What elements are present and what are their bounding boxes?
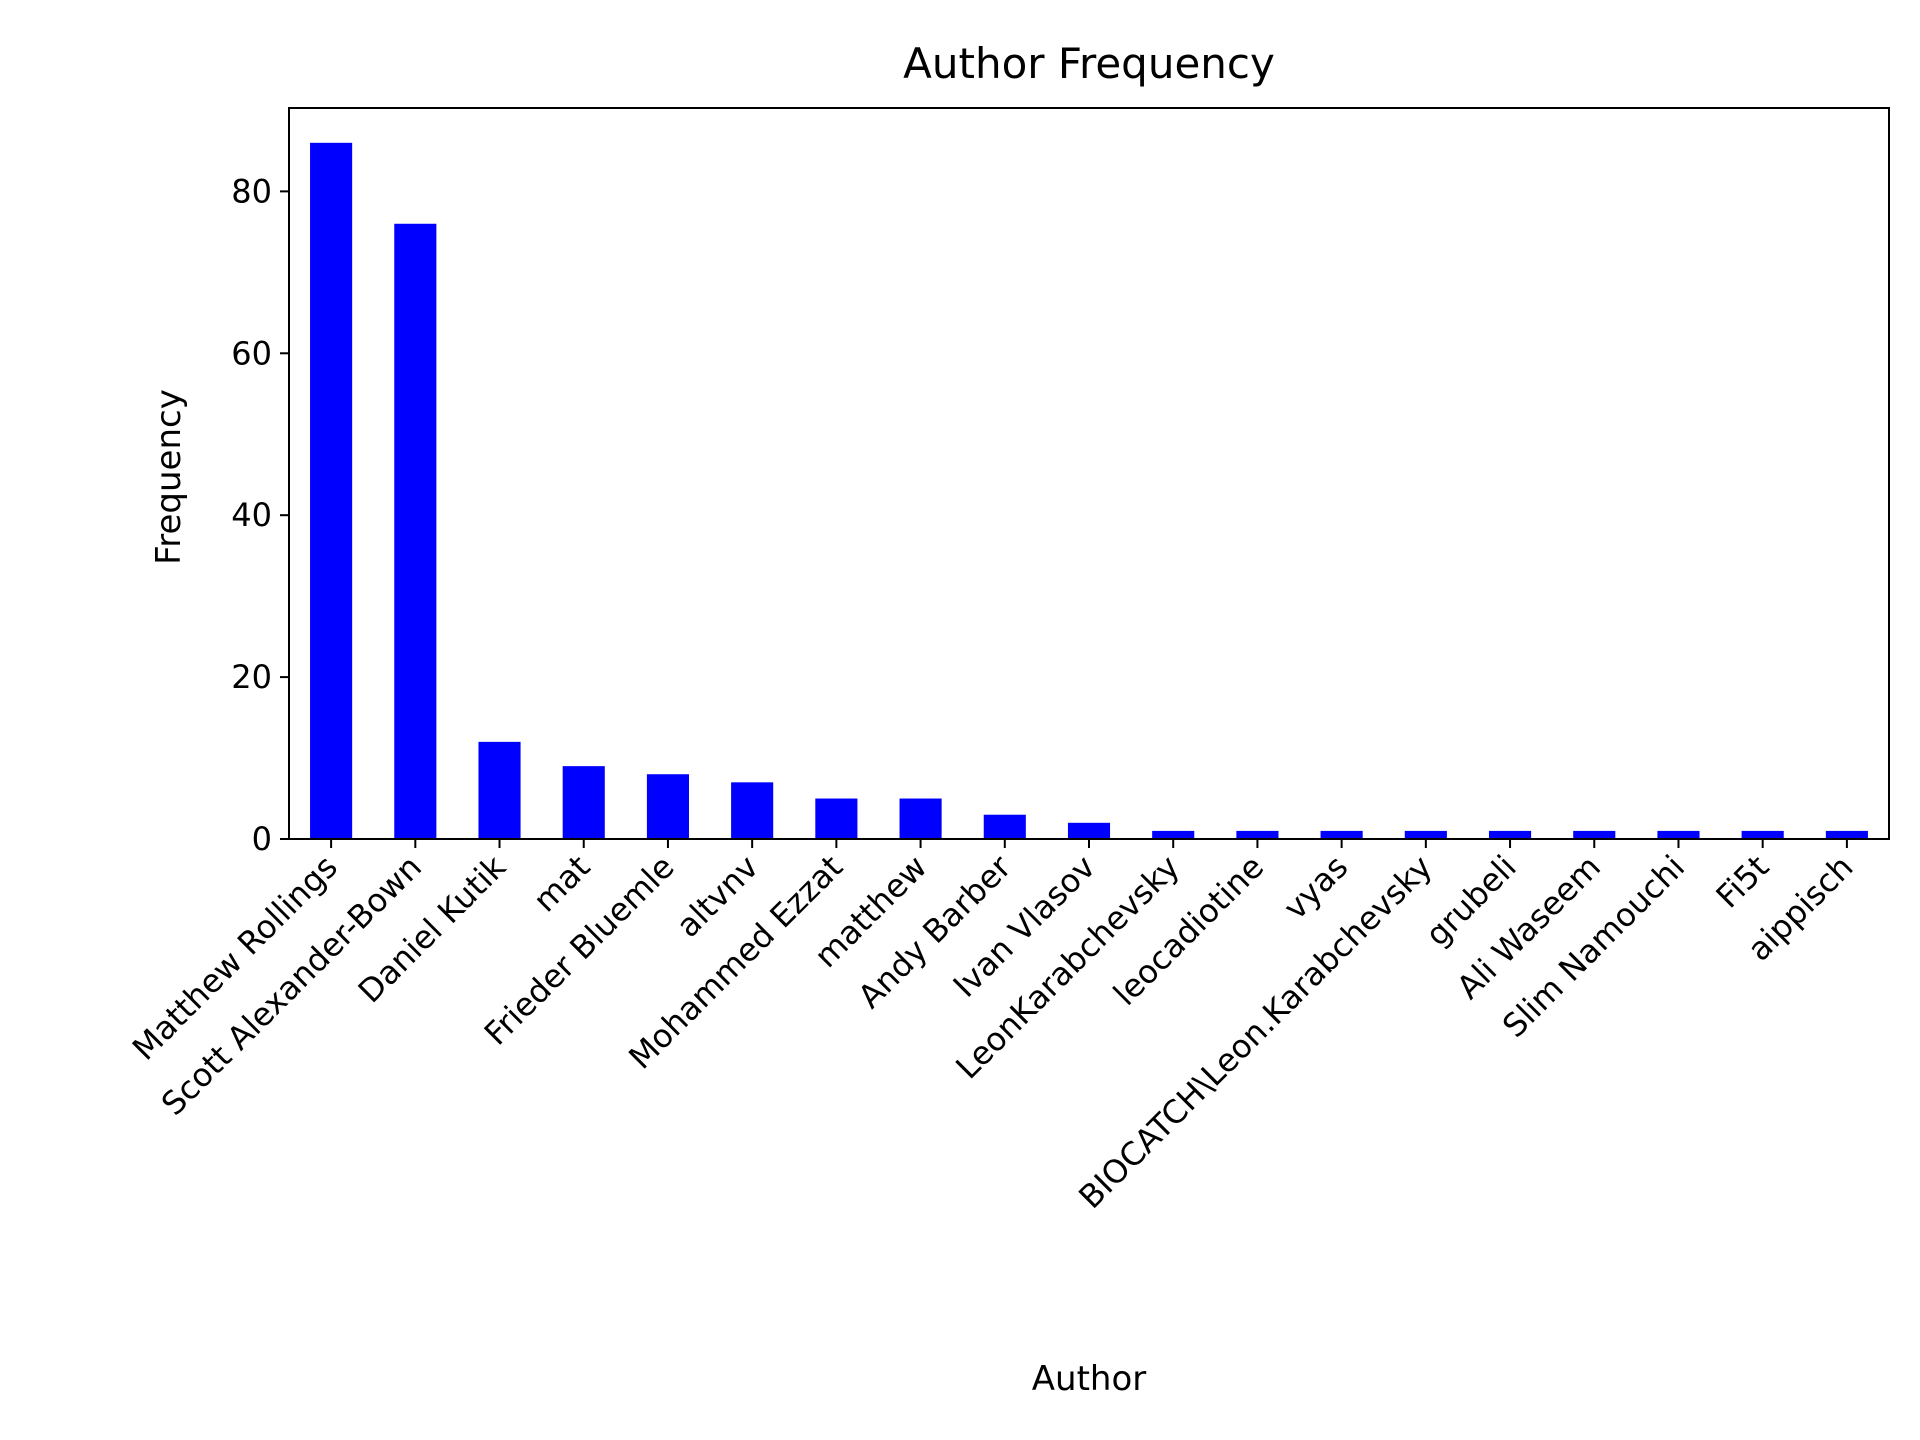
- bar: [1152, 830, 1195, 839]
- x-tick-label: mat: [526, 848, 598, 920]
- y-tick-label: 20: [231, 658, 272, 696]
- bar: [1573, 830, 1616, 839]
- bar: [394, 223, 437, 839]
- bar: [478, 741, 521, 839]
- chart-title: Author Frequency: [903, 39, 1275, 88]
- bar: [562, 766, 605, 839]
- bar: [1741, 830, 1784, 839]
- bar: [899, 798, 942, 839]
- y-axis: 0 20 40 60 80: [231, 172, 289, 858]
- bar: [646, 774, 689, 839]
- bar: [731, 782, 774, 839]
- bar: [815, 798, 858, 839]
- bar: [1320, 830, 1363, 839]
- y-tick-label: 80: [231, 172, 272, 210]
- bar: [1236, 830, 1279, 839]
- y-axis-label: Frequency: [149, 389, 189, 565]
- y-tick-label: 40: [231, 496, 272, 534]
- x-tick-label: Fi5t: [1709, 848, 1777, 916]
- x-tick-label: vyas: [1276, 848, 1355, 927]
- bar: [310, 142, 353, 840]
- plot-frame: [288, 107, 1890, 840]
- x-tick-label: Daniel Kutik: [351, 847, 514, 1010]
- bar: [1067, 822, 1111, 839]
- y-tick-label: 60: [231, 334, 272, 372]
- x-axis-label: Author: [1032, 1359, 1146, 1399]
- y-tick-label: 0: [252, 820, 272, 858]
- bar: [1657, 830, 1700, 839]
- bar: [983, 814, 1026, 839]
- bars-group: [310, 142, 1868, 840]
- bar: [1404, 830, 1447, 839]
- bar: [1489, 830, 1532, 839]
- bar: [1825, 830, 1868, 839]
